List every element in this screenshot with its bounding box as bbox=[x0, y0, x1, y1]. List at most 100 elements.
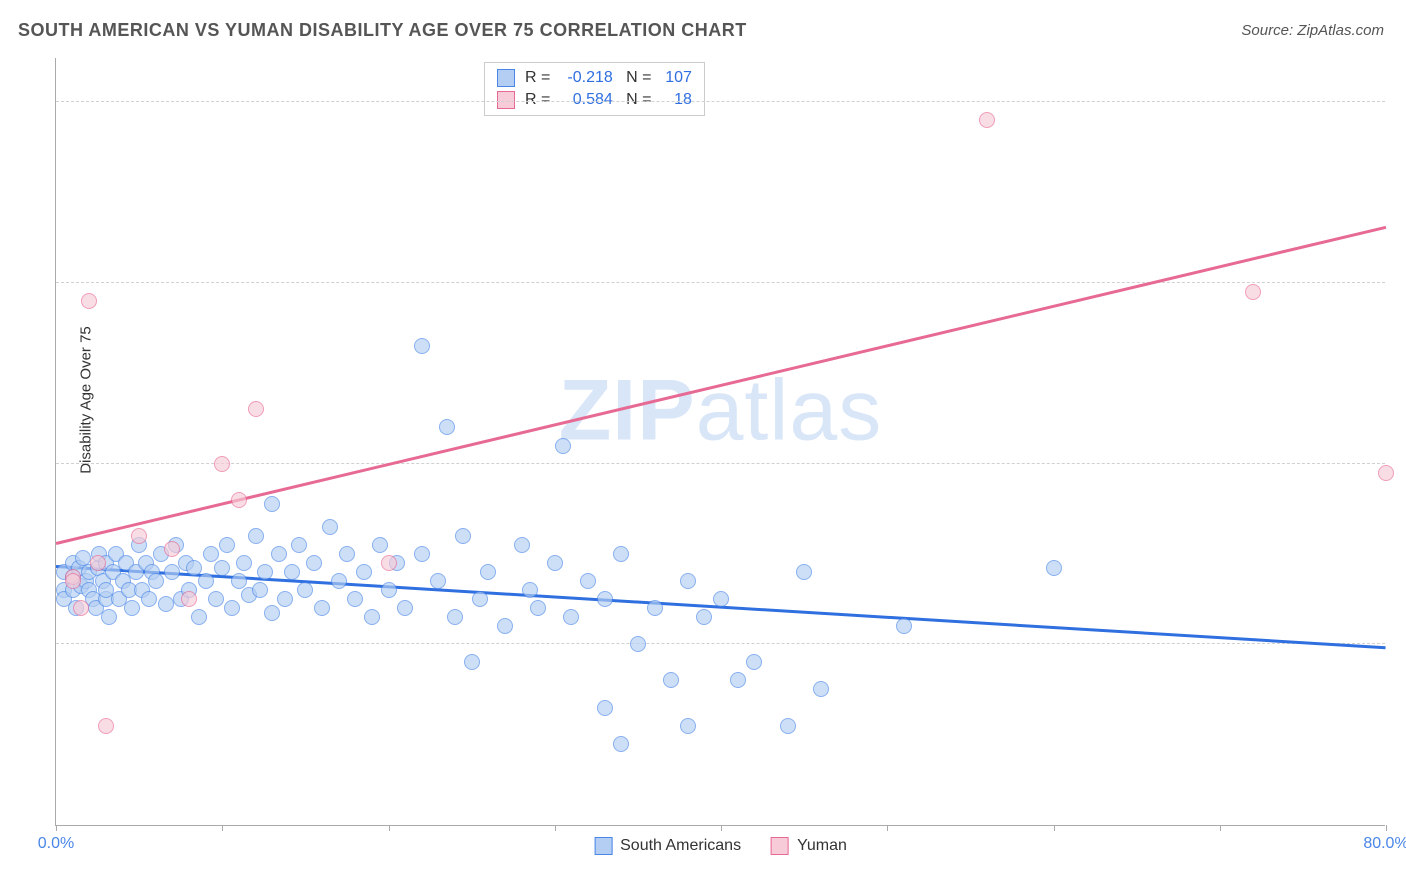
x-tick bbox=[1386, 825, 1387, 831]
y-tick-label: 80.0% bbox=[1397, 274, 1406, 292]
data-point bbox=[663, 672, 679, 688]
data-point bbox=[164, 541, 180, 557]
x-tick bbox=[721, 825, 722, 831]
data-point bbox=[630, 636, 646, 652]
data-point bbox=[98, 718, 114, 734]
scatter-plot-area: ZIPatlas R = -0.218 N = 107 R = 0.584 N =… bbox=[55, 58, 1385, 826]
legend-correlation-row: R = 0.584 N = 18 bbox=[497, 91, 692, 109]
x-tick-label: 0.0% bbox=[38, 835, 74, 853]
data-point bbox=[158, 596, 174, 612]
data-point bbox=[414, 338, 430, 354]
data-point bbox=[555, 438, 571, 454]
x-tick bbox=[887, 825, 888, 831]
legend-swatch bbox=[771, 837, 789, 855]
data-point bbox=[896, 618, 912, 634]
legend-stats: R = -0.218 N = 107 bbox=[525, 69, 692, 87]
data-point bbox=[291, 537, 307, 553]
data-point bbox=[414, 546, 430, 562]
data-point bbox=[124, 600, 140, 616]
legend-series-item: Yuman bbox=[771, 837, 847, 855]
legend-stats: R = 0.584 N = 18 bbox=[525, 91, 692, 109]
data-point bbox=[73, 600, 89, 616]
data-point bbox=[248, 528, 264, 544]
data-point bbox=[347, 591, 363, 607]
data-point bbox=[796, 564, 812, 580]
y-tick-label: 40.0% bbox=[1397, 635, 1406, 653]
data-point bbox=[271, 546, 287, 562]
trend-line bbox=[56, 226, 1387, 545]
series-legend: South Americans Yuman bbox=[594, 837, 847, 855]
source-prefix: Source: bbox=[1241, 22, 1297, 39]
y-tick-label: 100.0% bbox=[1397, 93, 1406, 111]
data-point bbox=[364, 609, 380, 625]
data-point bbox=[356, 564, 372, 580]
data-point bbox=[208, 591, 224, 607]
data-point bbox=[277, 591, 293, 607]
data-point bbox=[780, 718, 796, 734]
data-point bbox=[264, 496, 280, 512]
x-tick bbox=[389, 825, 390, 831]
data-point bbox=[186, 560, 202, 576]
data-point bbox=[191, 609, 207, 625]
x-tick-label: 80.0% bbox=[1363, 835, 1406, 853]
data-point bbox=[214, 456, 230, 472]
chart-title: SOUTH AMERICAN VS YUMAN DISABILITY AGE O… bbox=[18, 20, 747, 41]
legend-swatch bbox=[497, 91, 515, 109]
data-point bbox=[236, 555, 252, 571]
data-point bbox=[322, 519, 338, 535]
legend-swatch bbox=[594, 837, 612, 855]
data-point bbox=[547, 555, 563, 571]
data-point bbox=[284, 564, 300, 580]
x-tick bbox=[222, 825, 223, 831]
data-point bbox=[339, 546, 355, 562]
data-point bbox=[680, 573, 696, 589]
data-point bbox=[397, 600, 413, 616]
data-point bbox=[297, 582, 313, 598]
watermark-bold: ZIP bbox=[559, 362, 696, 458]
data-point bbox=[1245, 284, 1261, 300]
data-point bbox=[580, 573, 596, 589]
data-point bbox=[248, 401, 264, 417]
data-point bbox=[306, 555, 322, 571]
source-attribution: Source: ZipAtlas.com bbox=[1241, 22, 1384, 39]
data-point bbox=[381, 555, 397, 571]
data-point bbox=[257, 564, 273, 580]
data-point bbox=[148, 573, 164, 589]
watermark-light: atlas bbox=[696, 362, 883, 458]
gridline-h bbox=[56, 463, 1385, 464]
data-point bbox=[430, 573, 446, 589]
data-point bbox=[141, 591, 157, 607]
data-point bbox=[252, 582, 268, 598]
data-point bbox=[101, 609, 117, 625]
source-name: ZipAtlas.com bbox=[1297, 22, 1384, 39]
data-point bbox=[131, 528, 147, 544]
data-point bbox=[1046, 560, 1062, 576]
data-point bbox=[514, 537, 530, 553]
data-point bbox=[979, 112, 995, 128]
data-point bbox=[497, 618, 513, 634]
data-point bbox=[447, 609, 463, 625]
legend-series-label: South Americans bbox=[620, 837, 741, 855]
data-point bbox=[219, 537, 235, 553]
x-tick bbox=[555, 825, 556, 831]
correlation-legend: R = -0.218 N = 107 R = 0.584 N = 18 bbox=[484, 62, 705, 116]
data-point bbox=[522, 582, 538, 598]
data-point bbox=[713, 591, 729, 607]
legend-series-item: South Americans bbox=[594, 837, 741, 855]
data-point bbox=[203, 546, 219, 562]
legend-correlation-row: R = -0.218 N = 107 bbox=[497, 69, 692, 87]
legend-series-label: Yuman bbox=[797, 837, 847, 855]
legend-swatch bbox=[497, 69, 515, 87]
data-point bbox=[464, 654, 480, 670]
x-tick bbox=[56, 825, 57, 831]
data-point bbox=[746, 654, 762, 670]
data-point bbox=[224, 600, 240, 616]
data-point bbox=[530, 600, 546, 616]
data-point bbox=[65, 573, 81, 589]
data-point bbox=[730, 672, 746, 688]
x-tick bbox=[1054, 825, 1055, 831]
data-point bbox=[372, 537, 388, 553]
data-point bbox=[198, 573, 214, 589]
data-point bbox=[480, 564, 496, 580]
data-point bbox=[90, 555, 106, 571]
